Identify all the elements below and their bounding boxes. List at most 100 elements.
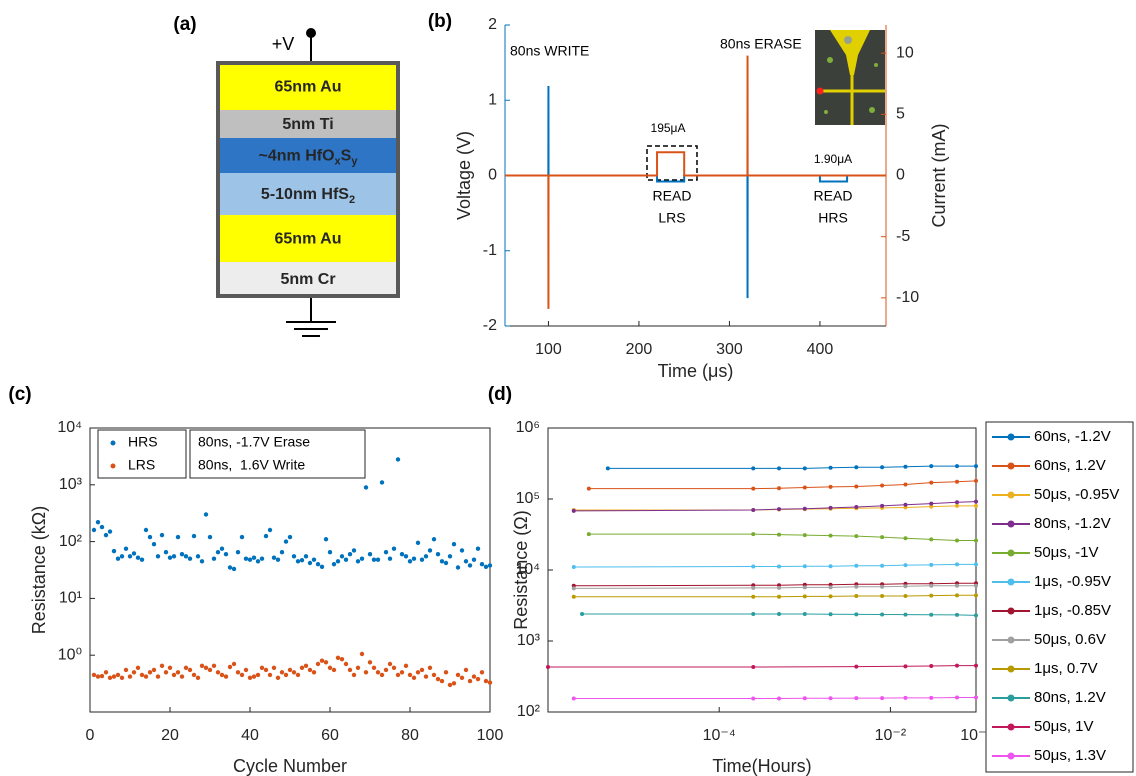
y2-tick-label: 0 [896,167,905,184]
data-point [319,564,325,570]
data-point [379,672,385,678]
data-point [187,556,193,561]
data-point [267,527,273,533]
data-point [751,564,756,569]
data-point [127,674,133,679]
legend-label: 60ns, 1.2V [1034,457,1106,474]
annotation: READ [814,188,853,204]
data-point [903,584,908,589]
data-point [263,533,269,539]
data-point [471,557,477,562]
data-point [91,527,97,533]
panel-label: (d) [488,384,512,405]
data-point [119,554,125,559]
legend-label: 80ns, 1.2V [1034,689,1106,706]
data-point [115,556,121,561]
y2-tick-label: 5 [896,106,905,123]
data-point [974,538,978,543]
data-point [395,672,401,678]
data-point [255,672,261,678]
terminal-label: +V [272,34,295,54]
data-point [483,564,489,570]
legend-label: HRS [128,434,158,450]
y-tick-label: -2 [483,317,497,334]
data-point [929,562,934,567]
data-point [479,562,485,567]
data-point [387,661,393,667]
data-point [929,501,934,506]
data-point [955,503,960,508]
data-point [777,612,782,617]
data-point [363,670,369,675]
data-point [383,667,389,673]
x-tick-label: 200 [626,341,653,358]
data-point [571,594,576,599]
series-line [505,55,886,309]
legend-marker [110,463,116,469]
data-point [854,594,859,599]
x-tick-label: 400 [807,341,834,358]
legend-marker [1007,694,1015,702]
data-point [880,563,885,568]
data-point [546,665,550,670]
layer-label: 5nm Cr [280,271,335,288]
data-point [127,554,133,559]
legend-marker [1007,752,1015,760]
data-point [99,673,105,679]
series-line [573,582,976,587]
data-point [903,502,908,507]
data-point [903,612,908,617]
data-point [235,550,241,555]
annotation: 80ns, 1.6V Write [198,457,305,473]
layer-stack: 65nm Au 5nm Ti ~4nm HfOxSy 5-10nm HfS2 65nm … [216,61,400,298]
data-point [974,593,978,598]
series-line [548,665,976,668]
data-point [880,696,885,701]
data-point [387,556,393,561]
data-point [287,667,293,673]
data-point [974,478,978,483]
data-point [275,675,281,681]
data-point [111,674,117,679]
data-point [828,585,833,590]
data-point [275,557,281,562]
data-point [343,557,349,562]
data-point [487,680,493,685]
data-point [375,557,381,562]
panel-label: (a) [173,14,196,35]
data-point [215,550,221,555]
data-point [231,566,237,572]
y-tick-label: 10¹ [59,590,82,607]
data-point [880,503,885,508]
annotation: HRS [818,210,848,226]
data-point [571,696,576,701]
x-tick-label: 10⁻² [875,727,907,744]
data-point [586,532,591,537]
data-point [407,672,413,678]
series-line [607,465,976,469]
data-point [854,465,859,470]
data-point [751,486,756,491]
data-point [828,505,833,510]
data-point [391,546,397,551]
data-point [247,675,253,681]
data-point [475,546,481,551]
data-point [367,552,373,557]
data-point [351,672,357,678]
data-point [974,503,978,508]
data-point [854,484,859,489]
data-point [111,548,117,554]
data-point [359,651,365,657]
data-point [171,554,177,559]
data-point [163,670,169,675]
data-point [91,672,97,678]
data-point [880,594,885,599]
series-line [573,501,977,512]
y-tick-label: 10⁴ [57,419,82,436]
data-point [263,667,269,673]
data-point [471,674,477,679]
data-point [143,674,149,679]
data-point [447,682,453,688]
legend-marker [1007,723,1015,731]
data-point [235,670,241,675]
